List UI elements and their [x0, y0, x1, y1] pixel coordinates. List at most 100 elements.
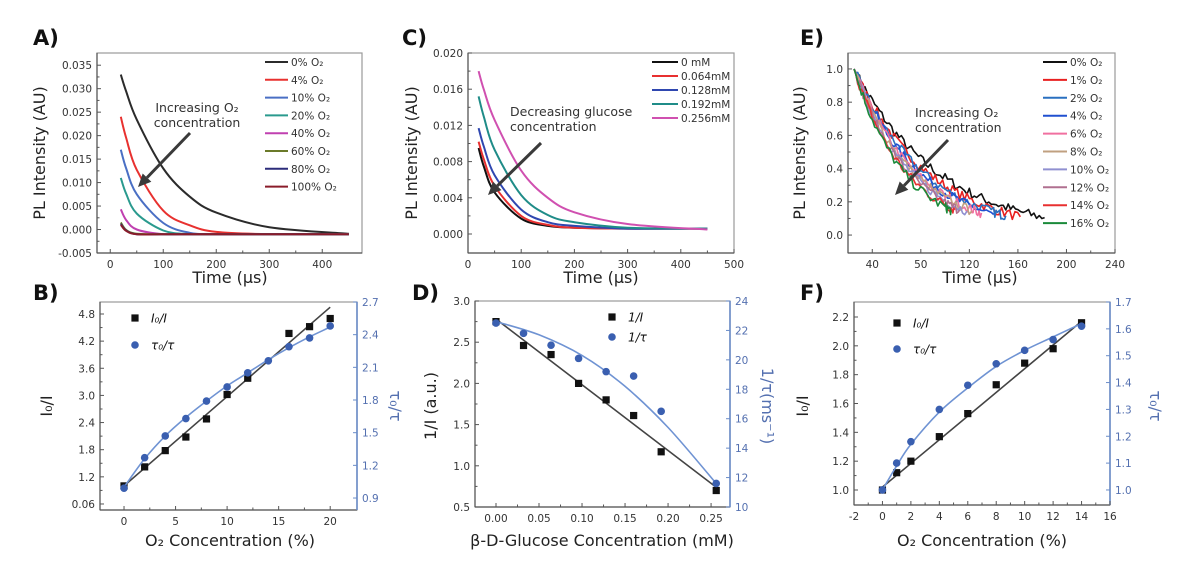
- legend-label: 0% O₂: [1070, 57, 1102, 69]
- x-tick-label: 4: [936, 511, 943, 523]
- data-point: [1020, 346, 1029, 355]
- plot-area: [119, 74, 349, 236]
- annotation-text: Increasing O₂: [915, 105, 998, 120]
- data-point: [1049, 345, 1057, 353]
- y-tick-label: 0.025: [62, 107, 92, 119]
- panel-label: E): [800, 26, 824, 50]
- data-point: [202, 415, 211, 423]
- x-tick-label: 15: [272, 516, 285, 528]
- series-line: [477, 127, 708, 230]
- data-point: [574, 354, 583, 363]
- data-point: [935, 405, 944, 414]
- data-point: [243, 368, 252, 377]
- y2-tick-label: 1.8: [362, 395, 379, 407]
- x-tick-label: 0.10: [570, 513, 593, 525]
- y2-tick-label: 20: [735, 355, 748, 367]
- data-point: [161, 432, 170, 440]
- x-tick-label: 6: [964, 511, 971, 523]
- y2-tick-label: 1.2: [1115, 431, 1132, 443]
- x-axis-label: Time (µs): [562, 268, 638, 287]
- annotation-text: concentration: [510, 119, 597, 134]
- legend-label: 0.128mM: [681, 85, 730, 97]
- data-point: [712, 479, 721, 488]
- y-axis-label: 1/I (a.u.): [421, 372, 440, 440]
- data-point: [285, 329, 293, 338]
- data-point: [285, 342, 293, 351]
- y-tick-label: 0.004: [433, 193, 463, 205]
- x-tick-label: 500: [724, 259, 744, 271]
- legend-marker: [131, 341, 139, 349]
- y-tick-label: 1.8: [832, 370, 849, 382]
- x-tick-label: 40: [866, 259, 879, 271]
- series-line: [853, 68, 1022, 221]
- plot-frame: [467, 52, 735, 254]
- data-point: [992, 359, 1001, 368]
- x-tick-label: 200: [564, 259, 584, 271]
- legend-label: 100% O₂: [291, 182, 337, 194]
- series-line: [853, 68, 1045, 220]
- legend-label: 4% O₂: [291, 75, 323, 87]
- y-tick-label: 3.0: [453, 296, 470, 308]
- data-point: [141, 463, 149, 471]
- y2-tick-label: 12: [735, 473, 748, 485]
- data-point: [907, 437, 915, 446]
- legend-label: 2% O₂: [1070, 93, 1102, 105]
- data-point: [305, 334, 314, 342]
- data-point: [182, 433, 190, 441]
- data-point: [1049, 335, 1057, 344]
- data-point: [907, 457, 915, 465]
- data-point: [519, 329, 528, 338]
- x-tick-label: 300: [618, 259, 638, 271]
- data-point: [574, 379, 583, 387]
- y2-tick-label: 2.1: [362, 362, 379, 374]
- x-tick-label: 400: [312, 259, 332, 271]
- y-tick-label: 0.015: [62, 154, 92, 166]
- legend-label: 40% O₂: [291, 128, 330, 140]
- y-tick-label: 1.6: [832, 399, 849, 411]
- x-tick-label: 8: [993, 511, 1000, 523]
- x-tick-label: 200: [206, 259, 226, 271]
- plot-area: [878, 319, 1086, 494]
- y-tick-label: 1.4: [832, 427, 849, 439]
- x-tick-label: -2: [849, 511, 859, 523]
- x-tick-label: 0: [107, 259, 114, 271]
- panel-label: B): [33, 281, 59, 305]
- data-point: [547, 350, 555, 359]
- panel-f: -2 0 2 4 6 8 10 12 14 16 1.0 1.2 1.4 1.6 1.8 2.0 2.2 1.0 1…: [793, 281, 1165, 550]
- legend-label: 8% O₂: [1070, 147, 1102, 159]
- data-point: [264, 357, 273, 365]
- x-tick-label: 160: [1008, 259, 1028, 271]
- series-line: [853, 68, 961, 214]
- data-point: [892, 459, 901, 467]
- x-tick-label: 200: [1056, 259, 1076, 271]
- data-point: [657, 407, 665, 416]
- y-tick-label: 1.2: [832, 456, 849, 468]
- annotation-text: Decreasing glucose: [510, 104, 633, 119]
- y2-axis-label: 1/τ(ms⁻¹): [758, 368, 777, 444]
- data-point: [326, 314, 334, 323]
- plot-area: [477, 70, 708, 231]
- legend-label: 0.256mM: [681, 113, 730, 125]
- series-line: [477, 147, 708, 230]
- data-point: [657, 448, 665, 456]
- y-tick-label: 1.0: [826, 64, 843, 76]
- legend-label: 12% O₂: [1070, 182, 1109, 194]
- y-tick-label: 1.8: [78, 445, 95, 457]
- data-point: [1021, 359, 1029, 367]
- y-tick-label: 0.000: [62, 225, 92, 237]
- legend-label: 10% O₂: [1070, 164, 1109, 176]
- arrow-icon: [902, 138, 950, 187]
- y-tick-label: 0.4: [826, 164, 843, 176]
- legend-label: 0.064mM: [681, 71, 730, 83]
- legend-label: 0% O₂: [291, 57, 323, 69]
- legend-label: 16% O₂: [1070, 218, 1109, 230]
- y-tick-label: 1.5: [453, 420, 470, 432]
- annotation-text: concentration: [915, 120, 1002, 135]
- data-point: [630, 411, 638, 420]
- data-point: [629, 372, 638, 380]
- y-tick-label: 2.0: [832, 341, 849, 353]
- legend-marker: [608, 333, 616, 341]
- y-tick-label: 0.2: [826, 197, 843, 209]
- data-point: [602, 396, 610, 404]
